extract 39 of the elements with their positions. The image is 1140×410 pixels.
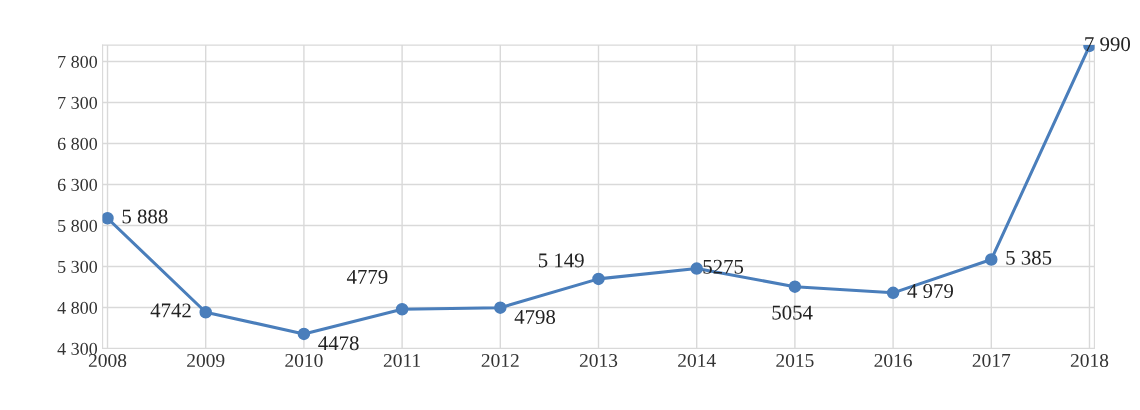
x-tick-label: 2014 (678, 353, 716, 368)
x-tick-label: 2011 (383, 353, 421, 368)
point (592, 272, 605, 286)
point (494, 301, 507, 314)
point (985, 253, 998, 266)
point (199, 306, 212, 319)
y-tick-label: 4 800 (57, 301, 98, 314)
y-tick-label: 7 800 (58, 55, 98, 68)
x-tick-label: 2018 (1070, 353, 1109, 368)
x-tick-label: 2010 (285, 353, 323, 368)
data-label: 5 149 (538, 253, 584, 268)
x-tick-label: 2009 (187, 353, 225, 368)
data-label: 5 385 (1006, 250, 1052, 265)
data-label: 4478 (318, 336, 359, 351)
data-label: 4742 (150, 303, 191, 318)
point (788, 280, 802, 293)
point (297, 327, 311, 341)
x-tick-label: 2013 (579, 353, 618, 368)
data-label: 5275 (703, 259, 744, 274)
x-tick-label: 2012 (481, 353, 519, 368)
data-label: 5 888 (122, 209, 168, 224)
point (886, 286, 900, 300)
y-tick-label: 4 300 (57, 342, 98, 355)
y-tick-label: 6 300 (57, 178, 98, 191)
y-tick-label: 7 300 (58, 96, 98, 109)
y-tick-label: 5 300 (58, 260, 98, 273)
data-label: 5054 (772, 305, 813, 320)
data-label: 4779 (346, 269, 388, 284)
x-tick-label: 2015 (776, 353, 814, 368)
data-label: 4 979 (907, 284, 954, 299)
point (690, 262, 703, 275)
x-tick-label: 2016 (874, 353, 912, 368)
x-tick-label: 2017 (972, 353, 1011, 368)
point (395, 302, 409, 316)
data-label: 4798 (514, 309, 556, 324)
y-tick-label: 6 800 (57, 137, 98, 150)
y-tick-label: 5 800 (58, 219, 98, 232)
point (102, 212, 114, 225)
x-tick-label: 2008 (88, 353, 127, 368)
